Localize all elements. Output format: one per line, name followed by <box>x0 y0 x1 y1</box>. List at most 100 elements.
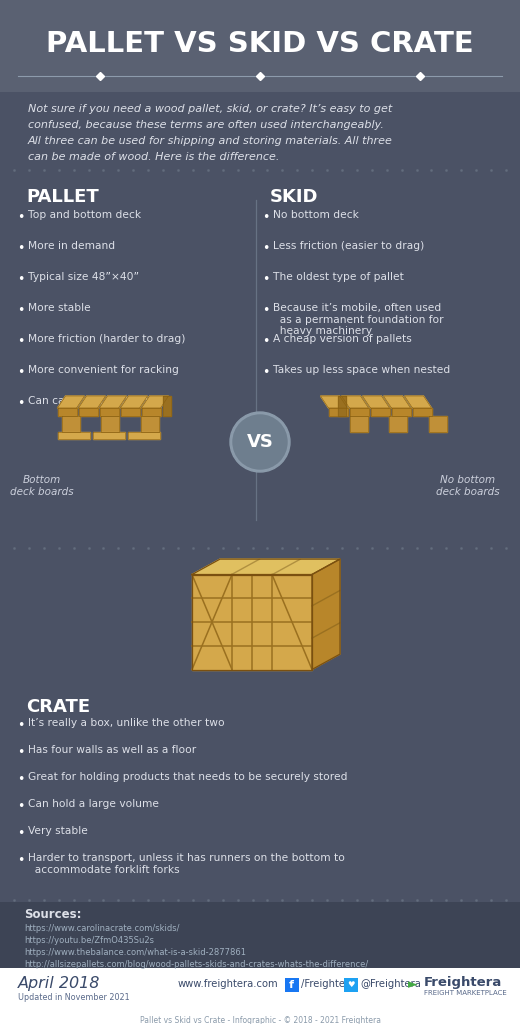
Text: Pallet vs Skid vs Crate - Infographic - © 2018 - 2021 Freightera: Pallet vs Skid vs Crate - Infographic - … <box>139 1016 381 1024</box>
Text: No bottom deck: No bottom deck <box>273 210 359 220</box>
Text: A cheap version of pallets: A cheap version of pallets <box>273 334 412 344</box>
Polygon shape <box>192 574 312 670</box>
Text: Top and bottom deck: Top and bottom deck <box>28 210 141 220</box>
Text: Updated in November 2021: Updated in November 2021 <box>18 993 129 1002</box>
Polygon shape <box>58 396 84 408</box>
Circle shape <box>233 415 287 469</box>
Polygon shape <box>428 416 447 432</box>
Text: Harder to transport, unless it has runners on the bottom to
  accommodate forkli: Harder to transport, unless it has runne… <box>28 853 345 874</box>
Text: •: • <box>17 273 24 286</box>
Polygon shape <box>99 408 119 416</box>
Polygon shape <box>389 416 407 432</box>
Text: More convenient for racking: More convenient for racking <box>28 365 179 375</box>
Text: The oldest type of pallet: The oldest type of pallet <box>273 272 404 282</box>
Polygon shape <box>121 408 139 416</box>
FancyBboxPatch shape <box>0 0 520 92</box>
Text: More in demand: More in demand <box>28 241 115 251</box>
Text: •: • <box>262 211 269 224</box>
Text: Less friction (easier to drag): Less friction (easier to drag) <box>273 241 424 251</box>
Polygon shape <box>58 408 76 416</box>
Polygon shape <box>392 408 410 416</box>
Polygon shape <box>141 396 168 408</box>
Text: •: • <box>262 304 269 317</box>
Text: Great for holding products that needs to be securely stored: Great for holding products that needs to… <box>28 772 347 782</box>
Text: More stable: More stable <box>28 303 91 313</box>
Polygon shape <box>101 416 119 432</box>
Text: https://www.carolinacrate.com/skids/: https://www.carolinacrate.com/skids/ <box>24 924 179 933</box>
FancyBboxPatch shape <box>0 968 520 1024</box>
Polygon shape <box>342 396 369 408</box>
FancyBboxPatch shape <box>0 902 520 968</box>
Text: Has four walls as well as a floor: Has four walls as well as a floor <box>28 745 196 755</box>
Text: https://www.thebalance.com/what-is-a-skid-2877861: https://www.thebalance.com/what-is-a-ski… <box>24 948 246 957</box>
Text: PALLET: PALLET <box>26 188 99 206</box>
Text: Typical size 48”×40”: Typical size 48”×40” <box>28 272 139 282</box>
Text: PALLET VS SKID VS CRATE: PALLET VS SKID VS CRATE <box>46 30 474 58</box>
Polygon shape <box>349 408 369 416</box>
Text: Sources:: Sources: <box>24 908 82 921</box>
Polygon shape <box>329 408 347 416</box>
Text: can be made of wood. Here is the difference.: can be made of wood. Here is the differe… <box>28 152 279 162</box>
Text: Very stable: Very stable <box>28 826 88 836</box>
Polygon shape <box>405 396 432 408</box>
Polygon shape <box>320 396 347 408</box>
Text: www.freightera.com: www.freightera.com <box>178 979 279 989</box>
Polygon shape <box>127 432 160 439</box>
Text: No bottom
deck boards: No bottom deck boards <box>436 475 500 497</box>
Polygon shape <box>93 432 124 439</box>
Circle shape <box>230 412 290 472</box>
Text: Not sure if you need a wood pallet, skid, or crate? It’s easy to get: Not sure if you need a wood pallet, skid… <box>28 104 392 114</box>
Polygon shape <box>140 416 159 432</box>
Text: •: • <box>262 335 269 348</box>
Text: http://allsizepallets.com/blog/wood-pallets-skids-and-crates-whats-the-differenc: http://allsizepallets.com/blog/wood-pall… <box>24 961 368 969</box>
Text: /Freightera: /Freightera <box>301 979 355 989</box>
Polygon shape <box>79 396 106 408</box>
Text: •: • <box>17 397 24 410</box>
Text: •: • <box>17 211 24 224</box>
Polygon shape <box>79 408 98 416</box>
Polygon shape <box>349 416 368 432</box>
Text: •: • <box>17 335 24 348</box>
Polygon shape <box>121 396 148 408</box>
Polygon shape <box>384 396 410 408</box>
Text: •: • <box>262 273 269 286</box>
Text: ►: ► <box>408 979 418 991</box>
Text: •: • <box>17 854 24 867</box>
Text: confused, because these terms are often used interchangeably.: confused, because these terms are often … <box>28 120 384 130</box>
FancyBboxPatch shape <box>344 978 358 991</box>
Text: •: • <box>17 773 24 786</box>
Text: Takes up less space when nested: Takes up less space when nested <box>273 365 450 375</box>
Polygon shape <box>141 408 161 416</box>
Text: Bottom
deck boards: Bottom deck boards <box>10 475 74 497</box>
Polygon shape <box>337 396 345 416</box>
Polygon shape <box>162 396 171 416</box>
Text: Can hold a large volume: Can hold a large volume <box>28 799 159 809</box>
Text: f: f <box>289 980 294 989</box>
Text: •: • <box>262 242 269 255</box>
Text: ♥: ♥ <box>347 980 354 989</box>
Polygon shape <box>58 432 89 439</box>
Text: •: • <box>17 719 24 732</box>
Text: It’s really a box, unlike the other two: It’s really a box, unlike the other two <box>28 718 225 728</box>
Polygon shape <box>61 416 80 432</box>
Text: More friction (harder to drag): More friction (harder to drag) <box>28 334 185 344</box>
Text: Because it’s mobile, often used
  as a permanent foundation for
  heavy machiner: Because it’s mobile, often used as a per… <box>273 303 444 336</box>
Text: •: • <box>17 242 24 255</box>
Text: •: • <box>17 800 24 813</box>
Text: •: • <box>17 366 24 379</box>
FancyBboxPatch shape <box>284 978 298 991</box>
Polygon shape <box>99 396 126 408</box>
Text: Freightera: Freightera <box>424 976 502 989</box>
Polygon shape <box>412 408 432 416</box>
Polygon shape <box>370 408 389 416</box>
Text: •: • <box>17 746 24 759</box>
Text: All three can be used for shipping and storing materials. All three: All three can be used for shipping and s… <box>28 136 393 146</box>
Text: •: • <box>17 827 24 840</box>
Text: SKID: SKID <box>270 188 318 206</box>
Text: @Freightera: @Freightera <box>360 979 421 989</box>
Text: Can carry up to 1000 kg: Can carry up to 1000 kg <box>28 396 158 406</box>
Text: FREIGHT MARKETPLACE: FREIGHT MARKETPLACE <box>424 990 507 996</box>
Polygon shape <box>312 559 340 670</box>
Text: •: • <box>262 366 269 379</box>
Text: CRATE: CRATE <box>26 698 90 716</box>
